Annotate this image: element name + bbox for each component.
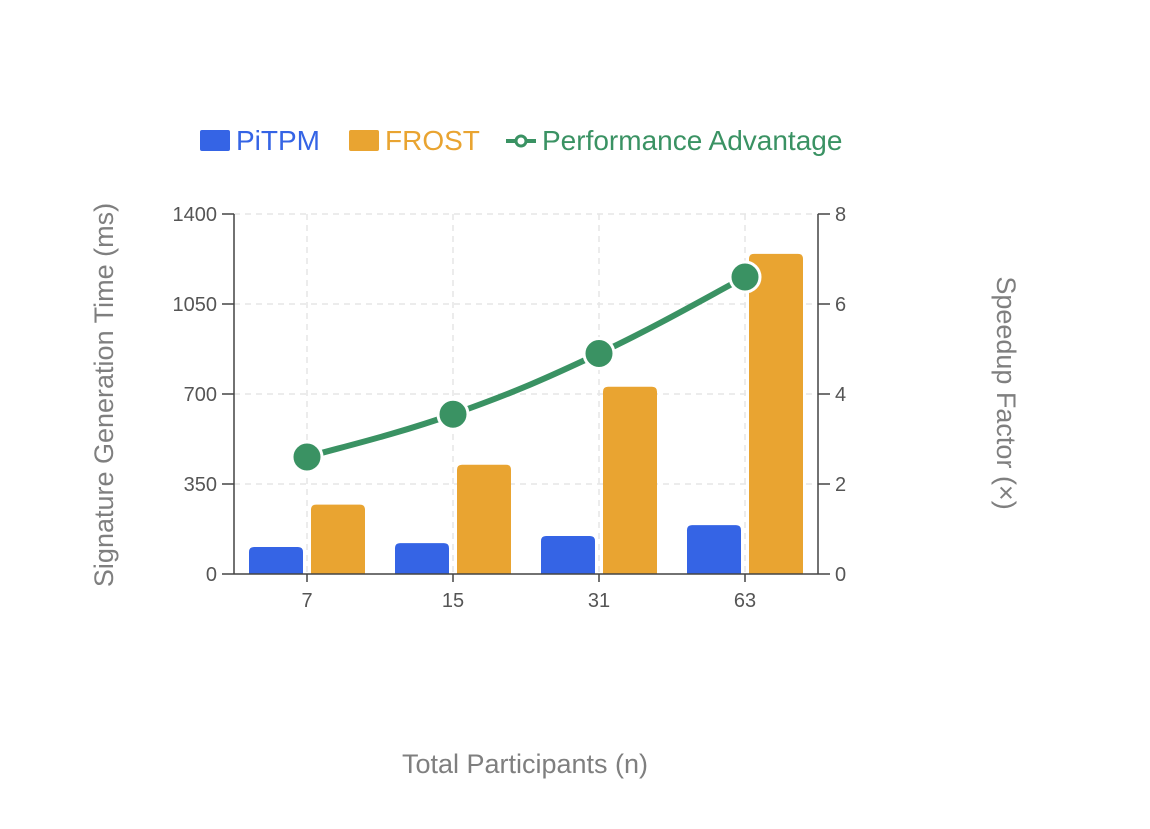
- bar-frost-31: [603, 386, 657, 574]
- point-performance-advantage-31: [582, 337, 616, 370]
- legend-swatch-marker-performance-advantage: [514, 134, 528, 148]
- y-tick-label: 350: [184, 474, 217, 496]
- point-performance-advantage-15: [436, 397, 470, 431]
- legend-label-performance-advantage: Performance Advantage: [542, 125, 842, 156]
- legend-label-pitpm: PiTPM: [236, 125, 320, 156]
- x-tick-label: 7: [301, 590, 312, 612]
- legend-label-frost: FROST: [385, 125, 480, 156]
- y-axis-title: Signature Generation Time (ms): [89, 203, 119, 587]
- x-tick-label: 31: [588, 590, 610, 612]
- bar-frost-7: [311, 504, 365, 574]
- bar-pitpm-15: [395, 543, 449, 574]
- bar-pitpm-63: [687, 525, 741, 574]
- y-tick-label: 1400: [173, 204, 218, 226]
- bar-series: [249, 253, 803, 574]
- line-performance-advantage: [304, 274, 748, 460]
- bar-pitpm-7: [249, 547, 303, 574]
- y2-axis-title: Speedup Factor (×): [991, 276, 1021, 509]
- axes: 0 350 700 1050 1400 0 2 4 6 8 7 15 31 63: [173, 204, 847, 612]
- line-series: [290, 260, 762, 474]
- y2-tick-label: 0: [835, 564, 846, 586]
- point-performance-advantage-7: [290, 440, 324, 474]
- y-tick-label: 1050: [173, 294, 218, 316]
- y2-tick-label: 4: [835, 384, 846, 406]
- legend-swatch-frost: [349, 130, 379, 151]
- y-tick-label: 700: [184, 384, 217, 406]
- x-tick-label: 63: [734, 590, 756, 612]
- y2-tick-label: 6: [835, 294, 846, 316]
- grid: [234, 213, 818, 574]
- legend: PiTPM FROST Performance Advantage: [200, 125, 842, 156]
- bar-frost-15: [457, 464, 511, 574]
- bar-pitpm-31: [541, 535, 595, 574]
- y-tick-label: 0: [206, 564, 217, 586]
- y2-tick-label: 2: [835, 474, 846, 496]
- bar-frost-63: [749, 253, 803, 574]
- legend-swatch-pitpm: [200, 130, 230, 151]
- x-axis-title: Total Participants (n): [402, 749, 648, 779]
- point-performance-advantage-63: [728, 260, 762, 294]
- x-tick-label: 15: [442, 590, 464, 612]
- y2-tick-label: 8: [835, 204, 846, 226]
